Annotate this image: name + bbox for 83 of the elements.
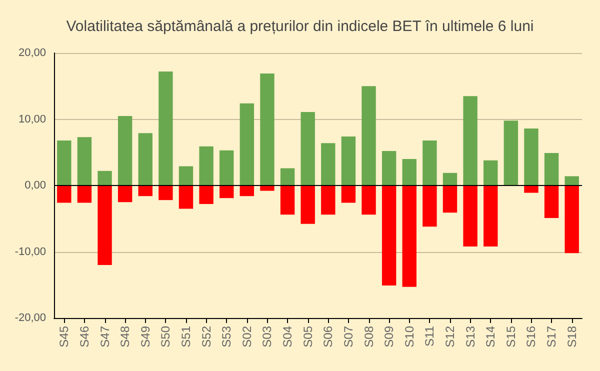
x-tick-label: S51 [179, 326, 193, 348]
x-tick-label: S47 [98, 326, 112, 348]
x-tick-label: S05 [300, 326, 315, 348]
bar [220, 186, 234, 198]
bar [544, 186, 559, 218]
x-tick-label: S04 [280, 326, 295, 348]
bar [382, 186, 396, 286]
bar [57, 140, 72, 186]
y-tick-label: 0,00 [24, 180, 46, 192]
y-tick-label: -10,00 [14, 246, 46, 258]
bar [504, 120, 518, 186]
x-tick-label: S03 [260, 326, 274, 348]
bar [158, 72, 173, 186]
x-tick-label: S17 [544, 326, 559, 348]
bar [442, 172, 458, 186]
x-tick-label: S08 [362, 326, 376, 348]
bar [362, 86, 376, 186]
x-tick-label: S18 [564, 326, 579, 348]
bar [240, 103, 254, 186]
bar [77, 137, 92, 186]
bar [280, 186, 295, 215]
bar [199, 146, 214, 186]
bar [524, 128, 538, 186]
bar [321, 143, 336, 186]
bar [260, 186, 274, 191]
bar [544, 153, 559, 186]
bar [199, 186, 214, 204]
bar [77, 186, 92, 203]
x-tick-label: S15 [504, 326, 518, 348]
x-tick-label: S50 [158, 326, 173, 348]
x-tick-label: S46 [77, 326, 92, 348]
bar [463, 186, 478, 246]
bar [341, 186, 356, 203]
bar [158, 186, 173, 200]
bar [442, 186, 458, 213]
x-tick-label: S53 [220, 326, 234, 348]
bar [178, 186, 194, 209]
x-tick-label: S49 [138, 326, 152, 348]
x-tick-label: S45 [57, 326, 72, 348]
chart-title: Volatilitatea săptămânală a prețurilor din indicele BET în ultimele 6 luni [66, 18, 534, 35]
bar [138, 133, 152, 186]
bar [300, 112, 315, 186]
y-tick-label: -20,00 [14, 312, 46, 324]
y-tick-label: 20,00 [18, 47, 46, 59]
bar [341, 136, 356, 186]
bar [138, 186, 152, 196]
bar [484, 186, 498, 246]
x-tick-label: S09 [382, 326, 396, 348]
x-tick-label: S06 [321, 326, 336, 348]
bar [240, 186, 254, 196]
bar [382, 151, 396, 186]
bar [280, 168, 295, 186]
x-tick-label: S11 [422, 326, 437, 346]
bar [98, 170, 112, 186]
y-tick-label: 10,00 [18, 113, 46, 126]
bar [118, 116, 132, 186]
x-tick-label: S07 [341, 326, 356, 348]
x-tick-label: S16 [524, 326, 538, 348]
bar [362, 186, 376, 215]
bar [57, 186, 72, 203]
bar [463, 96, 478, 186]
bar [98, 186, 112, 265]
bar [422, 140, 437, 186]
bar [321, 186, 336, 215]
x-tick-label: S10 [402, 326, 416, 348]
bar [260, 74, 274, 186]
x-tick-label: S52 [199, 326, 214, 348]
bar [300, 186, 315, 224]
bar [402, 159, 416, 186]
x-tick-label: S12 [443, 326, 457, 348]
bar [484, 160, 498, 186]
bar [220, 150, 234, 186]
x-tick-label: S02 [240, 326, 254, 348]
x-tick-label: S13 [463, 326, 478, 348]
x-tick-label: S48 [118, 326, 132, 348]
x-tick-label: S14 [484, 326, 498, 348]
bar [524, 186, 538, 193]
bar [564, 176, 579, 186]
bar [564, 186, 579, 254]
bar [118, 186, 132, 202]
bar [422, 186, 437, 227]
bar [178, 166, 194, 186]
bar [402, 186, 416, 287]
